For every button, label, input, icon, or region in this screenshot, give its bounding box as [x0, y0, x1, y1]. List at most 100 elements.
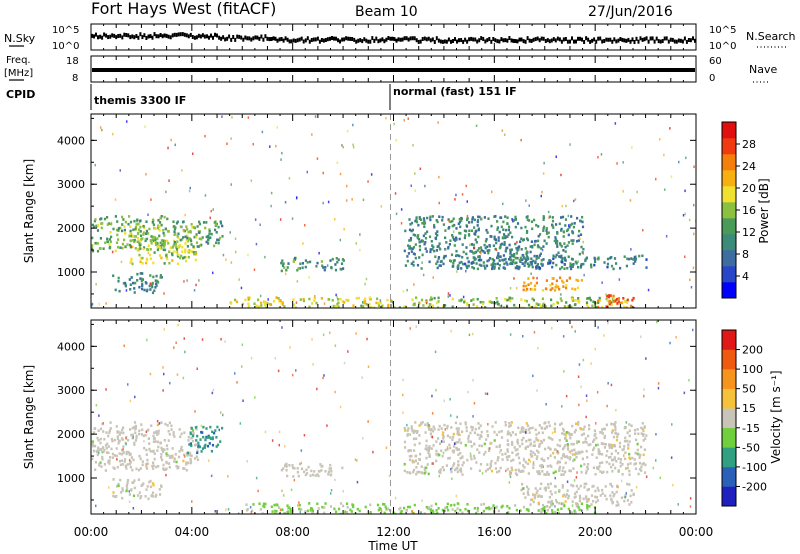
data-cell	[364, 297, 367, 301]
data-cell	[595, 500, 598, 504]
data-cell	[435, 249, 438, 252]
sparse-echo	[249, 506, 252, 509]
sparse-echo	[520, 138, 522, 142]
data-cell	[541, 289, 544, 292]
data-cell	[323, 506, 326, 509]
data-cell	[436, 233, 439, 237]
data-cell	[613, 456, 616, 459]
data-cell	[329, 467, 332, 470]
data-cell	[133, 441, 136, 445]
data-cell	[578, 499, 581, 503]
data-cell	[195, 443, 198, 446]
data-cell	[556, 301, 559, 305]
data-cell	[208, 229, 211, 233]
data-cell	[555, 238, 558, 241]
data-cell	[428, 455, 431, 458]
sparse-echo	[212, 388, 215, 392]
data-cell	[155, 284, 158, 287]
data-cell	[526, 445, 529, 448]
data-cell	[154, 286, 157, 289]
data-cell	[168, 433, 171, 436]
data-cell	[96, 436, 99, 440]
noise-sample	[322, 38, 325, 43]
sparse-echo	[586, 399, 588, 402]
data-cell	[533, 218, 536, 222]
data-cell	[349, 508, 352, 512]
sparse-echo	[120, 260, 123, 264]
data-cell	[202, 425, 205, 429]
data-cell	[385, 507, 388, 511]
data-cell	[157, 464, 160, 468]
noise-sample	[143, 33, 146, 38]
data-cell	[159, 274, 162, 277]
sparse-echo	[149, 282, 151, 285]
data-cell	[248, 296, 251, 300]
data-cell	[644, 437, 647, 440]
data-cell	[614, 421, 617, 424]
sparse-echo	[484, 392, 487, 395]
data-cell	[412, 233, 415, 236]
data-cell	[483, 264, 486, 268]
noise-sample	[470, 36, 473, 41]
data-cell	[588, 505, 591, 508]
data-cell	[552, 302, 555, 306]
data-cell	[579, 484, 582, 488]
sparse-echo	[150, 198, 152, 201]
data-cell	[614, 466, 617, 470]
data-cell	[303, 470, 306, 474]
data-cell	[106, 442, 109, 446]
sparse-echo	[582, 252, 584, 255]
data-cell	[452, 432, 455, 436]
data-cell	[601, 488, 604, 492]
data-cell	[611, 491, 614, 494]
data-cell	[587, 488, 590, 491]
data-cell	[166, 230, 170, 233]
data-cell	[310, 469, 313, 473]
data-cell	[131, 234, 135, 238]
data-cell	[152, 440, 155, 443]
data-cell	[606, 294, 609, 298]
data-cell	[289, 510, 292, 513]
data-cell	[135, 436, 138, 440]
data-cell	[540, 482, 543, 486]
data-cell	[491, 267, 494, 271]
sparse-echo	[603, 334, 605, 337]
data-cell	[574, 299, 577, 302]
data-cell	[552, 451, 555, 455]
data-cell	[509, 434, 513, 437]
data-cell	[458, 433, 461, 437]
data-cell	[203, 445, 206, 448]
data-cell	[445, 464, 448, 467]
data-cell	[163, 239, 166, 243]
data-cell	[455, 441, 458, 444]
sparse-echo	[394, 306, 396, 308]
noise-sample	[591, 38, 594, 43]
data-cell	[156, 245, 159, 249]
sparse-echo	[629, 199, 632, 202]
data-cell	[126, 481, 129, 484]
data-cell	[464, 234, 467, 237]
data-cell	[532, 444, 535, 448]
data-cell	[200, 237, 203, 241]
sparse-echo	[355, 242, 357, 245]
sparse-echo	[395, 138, 397, 142]
sparse-echo	[112, 132, 114, 136]
data-cell	[562, 235, 565, 238]
sparse-echo	[167, 146, 169, 150]
sparse-echo	[326, 264, 329, 267]
data-cell	[473, 218, 476, 222]
data-cell	[161, 243, 164, 247]
data-cell	[545, 232, 549, 235]
data-cell	[314, 474, 317, 477]
data-cell	[443, 509, 446, 513]
noise-sample	[579, 36, 581, 41]
data-cell	[316, 512, 319, 514]
data-cell	[573, 458, 576, 461]
data-cell	[377, 304, 381, 307]
data-cell	[640, 426, 643, 430]
data-cell	[638, 461, 642, 465]
data-cell	[469, 440, 472, 444]
noise-sample	[692, 36, 694, 41]
power-ylabel: Slant Range [km]	[22, 159, 36, 263]
data-cell	[616, 485, 619, 488]
